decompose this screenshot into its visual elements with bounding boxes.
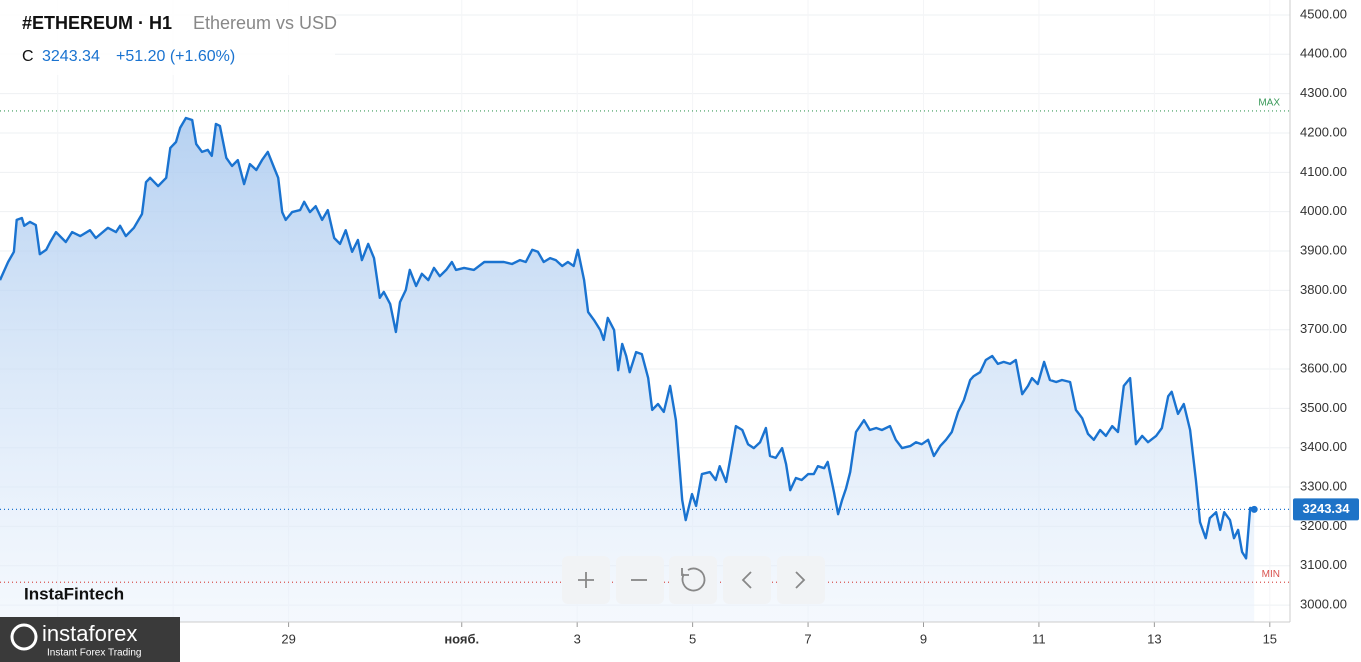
x-tick-label: 29 — [281, 631, 295, 646]
logo-tagline: Instant Forex Trading — [47, 648, 142, 659]
symbol: #ETHEREUM · H1 — [22, 13, 172, 33]
last-price-box — [1293, 498, 1359, 521]
y-tick-label: 3300.00 — [1300, 478, 1347, 493]
min-label: MIN — [1262, 569, 1280, 580]
axes: 3000.00 3100.00 3200.00 3300.00 3400.00 3500.… — [0, 0, 1359, 646]
y-tick-label: 3200.00 — [1300, 518, 1347, 533]
max-label: MAX — [1258, 98, 1280, 109]
last-point — [1250, 505, 1258, 513]
logo: instaforex Instant Forex Trading — [0, 617, 180, 662]
y-tick-label: 4100.00 — [1300, 164, 1347, 179]
plot-area — [0, 0, 1290, 622]
price-line — [0, 116, 1255, 560]
y-tick-label: 4300.00 — [1300, 85, 1347, 100]
y-tick-label: 3100.00 — [1300, 557, 1347, 572]
y-tick-label: 3000.00 — [1300, 597, 1347, 612]
y-tick-label: 3500.00 — [1300, 400, 1347, 415]
x-tick-label: 15 — [1263, 631, 1277, 646]
y-tick-label: 3400.00 — [1300, 439, 1347, 454]
reset-button[interactable] — [669, 556, 717, 604]
logo-icon — [10, 623, 38, 651]
scroll-left-button[interactable] — [723, 556, 771, 604]
y-tick-label: 3600.00 — [1300, 360, 1347, 375]
logo-bg — [0, 617, 180, 662]
area — [0, 118, 1255, 622]
description: Ethereum vs USD — [193, 13, 337, 33]
header-bg — [0, 0, 335, 75]
y-tick-label: 4200.00 — [1300, 124, 1347, 139]
x-tick-label: 11 — [1032, 631, 1046, 646]
scroll-right-button[interactable] — [777, 556, 825, 604]
y-tick-label: 4000.00 — [1300, 203, 1347, 218]
close-value: 3243.34 — [42, 48, 100, 65]
y-tick-label: 4500.00 — [1300, 6, 1347, 21]
change: +51.20 (+1.60%) — [116, 48, 235, 65]
x-tick-label: 13 — [1147, 631, 1161, 646]
y-tick-label: 4400.00 — [1300, 46, 1347, 61]
logo-text: instaforex — [42, 621, 137, 646]
last-price-label: 3243.34 — [1303, 501, 1351, 516]
y-tick-label: 3900.00 — [1300, 242, 1347, 257]
close-label: C — [22, 48, 34, 65]
zoom-in-button[interactable] — [562, 556, 610, 604]
zoom-out-button[interactable] — [616, 556, 664, 604]
y-tick-label: 3700.00 — [1300, 321, 1347, 336]
x-tick-label: 9 — [920, 631, 927, 646]
watermark: InstaFintech — [24, 584, 124, 603]
x-tick-label: 7 — [804, 631, 811, 646]
x-tick-label: 5 — [689, 631, 696, 646]
y-tick-label: 3800.00 — [1300, 282, 1347, 297]
x-tick-label: 3 — [574, 631, 581, 646]
x-tick-label: нояб. — [444, 631, 479, 646]
